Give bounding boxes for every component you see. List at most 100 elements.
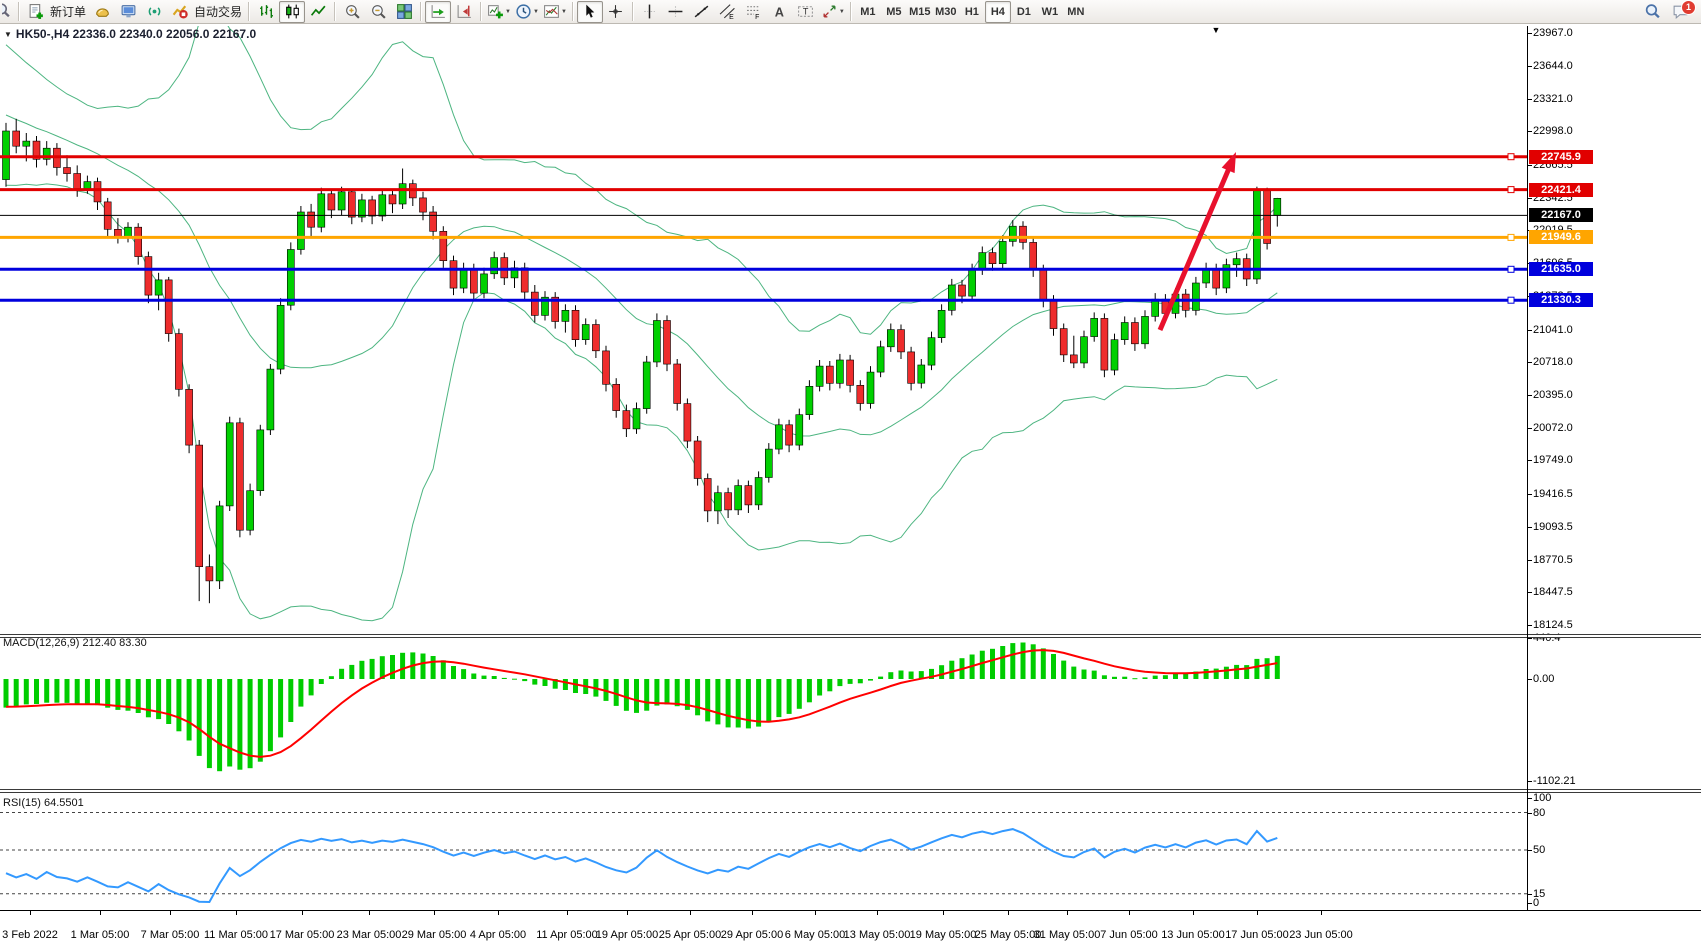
chart-ohlc-title[interactable]: ▼ HK50-,H4 22336.0 22340.0 22056.0 22167.… xyxy=(4,27,256,41)
svg-text:T: T xyxy=(803,7,809,17)
toolbar-auto-trading-button[interactable] xyxy=(167,1,193,23)
time-axis-tick xyxy=(236,911,237,915)
price-axis-tick xyxy=(1528,592,1532,594)
toolbar-indicators-button[interactable]: ▼ xyxy=(485,1,513,23)
time-axis-label: 23 Jun 05:00 xyxy=(1289,929,1353,941)
toolbar-new-order-button[interactable] xyxy=(23,1,49,23)
notification-badge: 1 xyxy=(1681,0,1696,15)
time-axis-tick xyxy=(1008,911,1009,915)
toolbar-tile-windows-button[interactable] xyxy=(391,1,417,23)
toolbar-zoom-out-button[interactable] xyxy=(365,1,391,23)
arrows-icon xyxy=(821,3,838,20)
time-axis-label: 13 Jun 05:00 xyxy=(1161,929,1225,941)
chart-shift-icon xyxy=(456,3,473,20)
timeframe-m15[interactable]: M15 xyxy=(909,5,931,18)
price-axis-tick-label: 20395.0 xyxy=(1533,388,1573,401)
toolbar-templates-button[interactable]: ▼ xyxy=(541,1,569,23)
price-axis-tick xyxy=(1528,494,1532,496)
toolbar-text-label-tool-button[interactable]: T xyxy=(793,1,819,23)
toolbar-notifications-button[interactable]: 1 xyxy=(1667,0,1696,23)
toolbar-line-chart-mode-button[interactable] xyxy=(305,1,331,23)
price-axis-tick-label: 21041.0 xyxy=(1533,323,1573,336)
level-line-handle[interactable] xyxy=(1507,153,1515,161)
toolbar-trendline-tool-button[interactable] xyxy=(689,1,715,23)
time-axis-tick xyxy=(627,911,628,915)
price-level-badge: 21635.0 xyxy=(1529,262,1593,277)
rsi-pane xyxy=(0,812,1527,904)
time-axis-label: 17 Mar 05:00 xyxy=(269,929,335,941)
price-axis-tick-label: 19093.5 xyxy=(1533,520,1573,533)
trend-arrow[interactable] xyxy=(1157,152,1236,331)
rsi-axis-tick xyxy=(1528,893,1532,895)
level-line-handle[interactable] xyxy=(1507,296,1515,304)
macd-histogram xyxy=(3,642,1280,772)
level-line-handle[interactable] xyxy=(1507,265,1515,273)
collapse-triangle-icon[interactable]: ▼ xyxy=(4,30,12,39)
toolbar-separator xyxy=(571,2,574,21)
toolbar-fibonacci-tool-button[interactable]: F xyxy=(741,1,767,23)
toolbar-market-watch-button[interactable] xyxy=(89,1,115,23)
chevron-down-icon[interactable]: ▼ xyxy=(838,8,845,15)
toolbar-arrows-tool-button[interactable]: ▼ xyxy=(819,1,847,23)
timeframe-h4[interactable]: H4 xyxy=(984,0,1011,23)
time-axis-tick xyxy=(690,911,691,915)
toolbar-equidistant-channel-tool-button[interactable]: E xyxy=(715,1,741,23)
time-axis-label: 17 Jun 05:00 xyxy=(1225,929,1289,941)
current-price-badge: 22167.0 xyxy=(1529,208,1593,223)
toolbar-separator xyxy=(849,2,852,21)
toolbar-horizontal-line-tool-button[interactable] xyxy=(663,1,689,23)
timeframe-m1[interactable]: M1 xyxy=(860,5,876,18)
price-axis-tick-label: 19416.5 xyxy=(1533,488,1573,501)
time-axis-tick xyxy=(1257,911,1258,915)
toolbar-chart-shift-button[interactable] xyxy=(451,1,477,23)
timeframe-h1[interactable]: H1 xyxy=(964,5,979,18)
pane-separator[interactable] xyxy=(0,789,1701,793)
timeframe-m5[interactable]: M5 xyxy=(886,5,902,18)
chevron-down-icon[interactable]: ▼ xyxy=(560,8,567,15)
toolbar-cursor-button[interactable] xyxy=(576,0,603,23)
time-axis-tick xyxy=(1193,911,1194,915)
data-window-icon xyxy=(120,3,137,20)
timeframe-mn[interactable]: MN xyxy=(1067,5,1085,18)
toolbar-crosshair-button[interactable] xyxy=(603,1,629,23)
price-axis-tick xyxy=(1528,625,1532,626)
toolbar-right-buttons: 1 xyxy=(1639,0,1699,23)
level-line-handle[interactable] xyxy=(1507,186,1515,194)
time-axis-label: 3 Feb 2022 xyxy=(2,929,58,941)
toolbar-text-tool-button[interactable]: A xyxy=(767,1,793,23)
timeframe-m30[interactable]: M30 xyxy=(935,5,957,18)
toolbar-data-window-button[interactable] xyxy=(115,1,141,23)
search-icon xyxy=(1644,3,1661,20)
time-axis-tick xyxy=(100,911,101,915)
svg-text:A: A xyxy=(775,4,784,19)
toolbar-vertical-line-tool-button[interactable] xyxy=(637,1,663,23)
toolbar-auto-scroll-button[interactable] xyxy=(425,0,452,23)
toolbar-candlestick-mode-button[interactable] xyxy=(279,0,306,23)
horizontal-level-lines[interactable] xyxy=(0,153,1527,304)
timeframe-w1[interactable]: W1 xyxy=(1041,5,1059,18)
time-axis-label: 25 Apr 05:00 xyxy=(658,929,722,941)
pane-separator[interactable] xyxy=(0,634,1701,638)
new-order-label[interactable]: 新订单 xyxy=(50,5,87,19)
toolbar-signals-button[interactable] xyxy=(141,1,167,23)
price-axis-tick-label: 22998.0 xyxy=(1533,125,1573,138)
chevron-down-icon[interactable]: ▼ xyxy=(532,8,539,15)
toolbar-separator xyxy=(420,2,423,21)
chart-plot[interactable] xyxy=(0,24,1701,945)
price-level-badge: 22421.4 xyxy=(1529,182,1593,197)
chart-area[interactable]: 23967.0 23644.0 23321.0 22998.0 22665.5 22342… xyxy=(0,24,1701,945)
toolbar-bar-chart-mode-button[interactable] xyxy=(253,1,279,23)
chevron-down-icon[interactable]: ▼ xyxy=(505,8,511,15)
price-axis-tick xyxy=(1528,394,1532,396)
toolbar-search-button[interactable] xyxy=(1639,1,1665,23)
time-axis-label: 7 Jun 05:00 xyxy=(1100,929,1158,941)
time-axis-label: 11 Mar 05:00 xyxy=(203,929,269,941)
toolbar-periods-button[interactable]: ▼ xyxy=(513,1,541,23)
equidistant-channel-icon: E xyxy=(719,3,736,20)
crosshair-icon xyxy=(607,3,624,20)
timeframe-d1[interactable]: D1 xyxy=(1016,5,1031,18)
toolbar-zoom-in-button[interactable] xyxy=(339,1,365,23)
level-line-handle[interactable] xyxy=(1507,233,1515,241)
price-axis-tick-label: 20718.0 xyxy=(1533,356,1573,369)
auto-trading-label[interactable]: 自动交易 xyxy=(194,5,243,19)
